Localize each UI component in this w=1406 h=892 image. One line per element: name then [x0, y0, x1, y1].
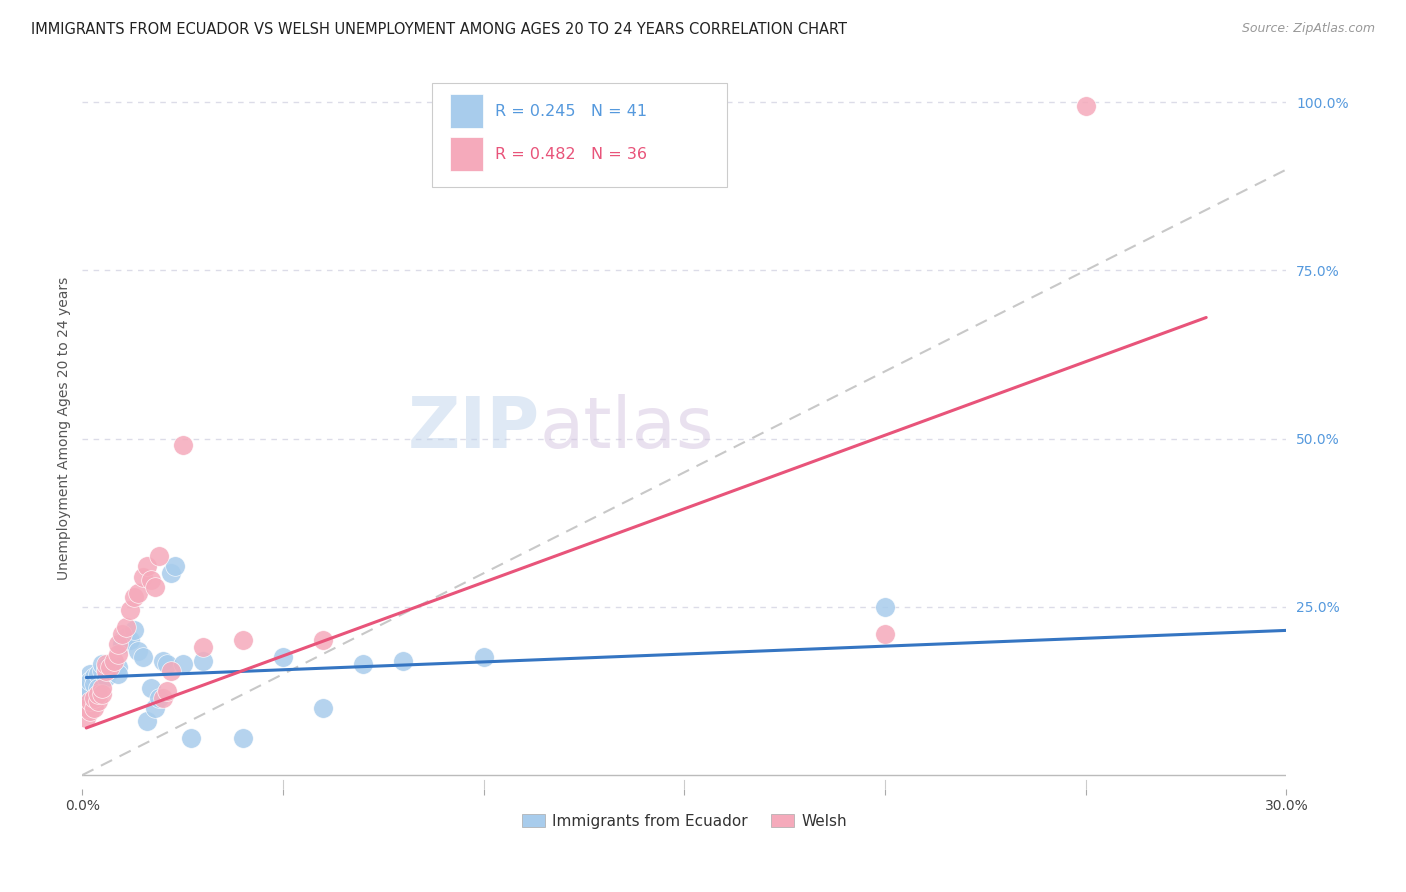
Text: ZIP: ZIP [408, 394, 540, 463]
Point [124, 624, 146, 638]
Point [107, 637, 129, 651]
Point [79, 673, 101, 688]
Point [271, 650, 294, 665]
Point [148, 690, 170, 705]
Y-axis label: Unemployment Among Ages 20 to 24 years: Unemployment Among Ages 20 to 24 years [58, 277, 72, 580]
Point [111, 626, 134, 640]
Point [75, 681, 97, 695]
Point [172, 657, 194, 671]
Point [131, 650, 153, 665]
Point [83, 700, 105, 714]
Point [163, 559, 186, 574]
Point [127, 586, 149, 600]
Point [172, 438, 194, 452]
Point [127, 643, 149, 657]
Point [96, 671, 118, 685]
Point [159, 566, 181, 581]
Point [91, 657, 114, 671]
Point [135, 559, 157, 574]
Point [87, 667, 110, 681]
Point [155, 684, 177, 698]
Point [111, 633, 134, 648]
Point [159, 664, 181, 678]
Point [107, 667, 129, 681]
Point [352, 657, 374, 671]
Text: R = 0.245   N = 41: R = 0.245 N = 41 [495, 103, 647, 119]
FancyBboxPatch shape [450, 94, 484, 128]
Point [392, 654, 415, 668]
Point [131, 569, 153, 583]
Point [83, 677, 105, 691]
Point [103, 654, 125, 668]
Point [124, 590, 146, 604]
Point [115, 620, 138, 634]
Point [107, 647, 129, 661]
Point [79, 704, 101, 718]
Point [143, 700, 166, 714]
Point [75, 700, 97, 714]
Point [875, 599, 897, 614]
Point [96, 657, 118, 671]
Point [1074, 98, 1097, 112]
Text: Source: ZipAtlas.com: Source: ZipAtlas.com [1241, 22, 1375, 36]
Point [191, 640, 214, 655]
Point [135, 714, 157, 729]
Point [120, 633, 142, 648]
FancyBboxPatch shape [432, 83, 727, 187]
Point [472, 650, 495, 665]
Point [79, 694, 101, 708]
Point [673, 98, 696, 112]
Point [87, 687, 110, 701]
Point [139, 681, 162, 695]
Text: IMMIGRANTS FROM ECUADOR VS WELSH UNEMPLOYMENT AMONG AGES 20 TO 24 YEARS CORRELAT: IMMIGRANTS FROM ECUADOR VS WELSH UNEMPLO… [31, 22, 846, 37]
Point [232, 731, 254, 745]
Point [91, 664, 114, 678]
Point [91, 681, 114, 695]
Point [96, 660, 118, 674]
Point [120, 603, 142, 617]
Legend: Immigrants from Ecuador, Welsh: Immigrants from Ecuador, Welsh [516, 807, 853, 835]
Point [191, 654, 214, 668]
Point [180, 731, 202, 745]
Point [232, 633, 254, 648]
Point [103, 660, 125, 674]
Point [100, 660, 122, 674]
Point [155, 657, 177, 671]
Point [83, 671, 105, 685]
Point [148, 549, 170, 564]
Point [87, 694, 110, 708]
Point [96, 664, 118, 678]
Point [87, 681, 110, 695]
Point [143, 580, 166, 594]
Point [79, 667, 101, 681]
Point [111, 637, 134, 651]
Point [83, 690, 105, 705]
Point [312, 700, 335, 714]
FancyBboxPatch shape [450, 136, 484, 171]
Point [115, 630, 138, 644]
Point [152, 654, 174, 668]
Point [75, 711, 97, 725]
Point [75, 687, 97, 701]
Point [107, 660, 129, 674]
Point [312, 633, 335, 648]
Point [100, 664, 122, 678]
Text: R = 0.482   N = 36: R = 0.482 N = 36 [495, 146, 647, 161]
Point [139, 573, 162, 587]
Point [152, 690, 174, 705]
Point [875, 626, 897, 640]
Point [91, 687, 114, 701]
Text: atlas: atlas [540, 394, 714, 463]
